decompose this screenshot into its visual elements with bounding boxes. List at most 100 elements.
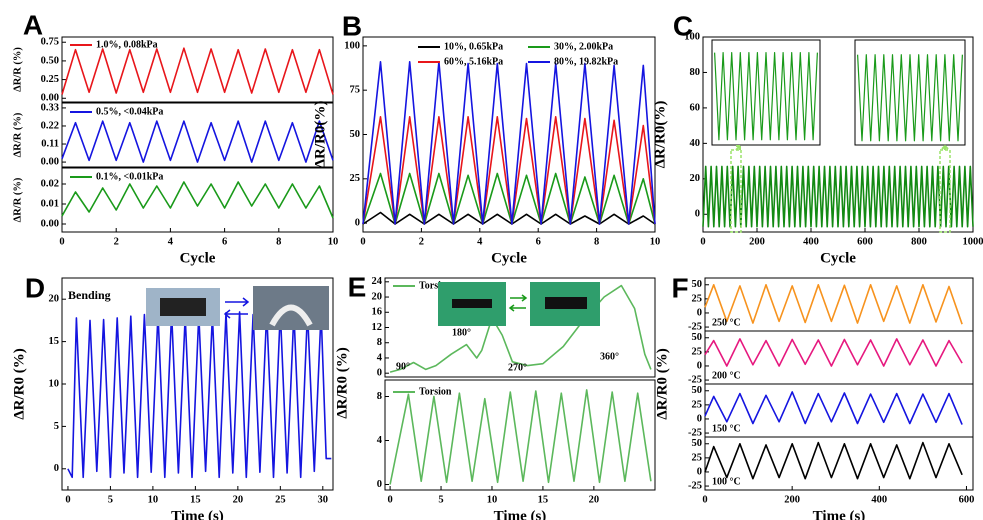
annotation: 180°	[452, 327, 471, 338]
legend-label: Torsion	[419, 280, 452, 291]
y-tick-label: 60	[690, 102, 701, 113]
y-tick-label: 0.75	[41, 37, 59, 48]
data-line	[61, 181, 334, 219]
chart-panel	[711, 39, 821, 146]
data-line	[389, 284, 652, 373]
y-axis-label: ΔR/R0 (%)	[11, 348, 27, 419]
y-tick-label: -25	[688, 321, 702, 332]
chart-panel: 0 4 8 0 5 10 15 20 Time (s) Torsion	[377, 379, 656, 520]
arrow	[225, 297, 250, 307]
y-tick-label: 16	[372, 307, 383, 318]
x-axis-label: Time (s)	[171, 508, 224, 520]
x-tick-label: 4	[168, 236, 174, 247]
y-tick-label: 25	[692, 452, 703, 463]
chart-panel: 0 25 50 75 100 0 2 4 6 8 10 Cycle ΔR/R0(%) B 10%, 0.65…	[312, 10, 660, 266]
legend-label: 0.1%, <0.01kPa	[96, 171, 163, 182]
x-tick-label: 200	[749, 236, 765, 247]
data-line	[389, 389, 652, 485]
y-tick-label: 10	[49, 378, 60, 389]
y-tick-label: 0	[697, 307, 702, 318]
chart-panel: 0.00 0.25 0.50 0.75 ΔR/R (%)A 1.0%, 0.08kPa	[12, 9, 334, 104]
x-tick-label: 10	[328, 236, 339, 247]
x-tick-label: 800	[911, 236, 927, 247]
arrow	[508, 294, 528, 312]
y-tick-label: 25	[692, 293, 703, 304]
y-tick-label: 4	[377, 435, 383, 446]
x-tick-label: 400	[871, 494, 887, 505]
x-tick-label: 6	[536, 236, 541, 247]
x-tick-label: 6	[222, 236, 227, 247]
x-tick-label: 600	[959, 494, 975, 505]
x-tick-label: 10	[148, 494, 159, 505]
photo	[452, 299, 492, 308]
x-axis-label: Cycle	[491, 250, 527, 266]
panel-letter: F	[671, 272, 688, 303]
x-tick-label: 0	[360, 236, 365, 247]
legend-label: 80%, 19.82kPa	[554, 56, 618, 67]
x-tick-label: 5	[438, 494, 443, 505]
y-tick-label: 50	[692, 385, 703, 396]
y-tick-label: 100	[684, 31, 700, 42]
x-tick-label: 4	[477, 236, 483, 247]
data-line	[714, 51, 818, 141]
y-tick-label: 8	[377, 337, 382, 348]
y-tick-label: 25	[692, 346, 703, 357]
arrow	[941, 144, 949, 150]
x-tick-label: 10	[487, 494, 498, 505]
x-tick-label: 2	[114, 236, 119, 247]
x-tick-label: 0	[700, 236, 705, 247]
y-tick-label: 12	[372, 322, 383, 333]
y-tick-label: 0	[355, 218, 360, 229]
data-line	[704, 338, 963, 367]
y-tick-label: 20	[372, 291, 383, 302]
y-tick-label: 0	[377, 368, 382, 379]
x-tick-label: 0	[65, 494, 70, 505]
y-tick-label: 5	[54, 421, 59, 432]
y-tick-label: 0.22	[41, 120, 59, 131]
y-axis-label: ΔR/R0(%)	[312, 101, 328, 169]
y-tick-label: 0	[697, 360, 702, 371]
y-axis-label: ΔR/R0 (%)	[334, 347, 350, 418]
legend-label: 60%, 5.16kPa	[444, 56, 503, 67]
data-line	[704, 391, 963, 425]
plot-frame	[704, 277, 974, 332]
legend-label: 30%, 2.00kPa	[554, 41, 613, 52]
photo	[545, 297, 587, 309]
y-tick-label: 15	[49, 336, 60, 347]
y-tick-label: 0.25	[41, 74, 59, 85]
y-tick-label: 0	[697, 413, 702, 424]
chart-panel	[854, 39, 966, 146]
legend-label: 10%, 0.65kPa	[444, 41, 503, 52]
panel-letter: B	[342, 10, 362, 41]
chart-panel: 0.00 0.01 0.02 0 2 4 6 8 10 Cycle ΔR/R (%) 0.1%, <0…	[12, 167, 339, 266]
y-tick-label: 0.33	[41, 102, 59, 113]
arrow	[223, 309, 248, 319]
y-tick-label: 50	[692, 279, 703, 290]
x-tick-label: 8	[276, 236, 281, 247]
y-tick-label: 4	[377, 352, 383, 363]
y-tick-label: 50	[350, 129, 361, 140]
annotation: Bending	[68, 288, 111, 302]
panel-letter: C	[673, 10, 693, 41]
arrow	[735, 145, 741, 151]
y-tick-label: 25	[350, 173, 361, 184]
data-line	[704, 441, 963, 480]
photo	[160, 298, 206, 316]
y-axis-label: ΔR/R (%)	[12, 47, 23, 92]
y-tick-label: 100	[344, 40, 360, 51]
x-tick-label: 8	[594, 236, 599, 247]
plot-frame	[384, 277, 656, 378]
data-line	[61, 47, 334, 95]
x-tick-label: 2	[419, 236, 424, 247]
data-line	[61, 120, 334, 163]
photo-insets	[146, 282, 600, 330]
annotation: 270°	[508, 362, 527, 373]
x-tick-label: 15	[538, 494, 549, 505]
x-tick-label: 400	[803, 236, 819, 247]
y-tick-label: -25	[688, 374, 702, 385]
y-tick-label: 0.50	[41, 55, 59, 66]
x-tick-label: 15	[190, 494, 201, 505]
annotation: 250 °C	[712, 317, 741, 328]
